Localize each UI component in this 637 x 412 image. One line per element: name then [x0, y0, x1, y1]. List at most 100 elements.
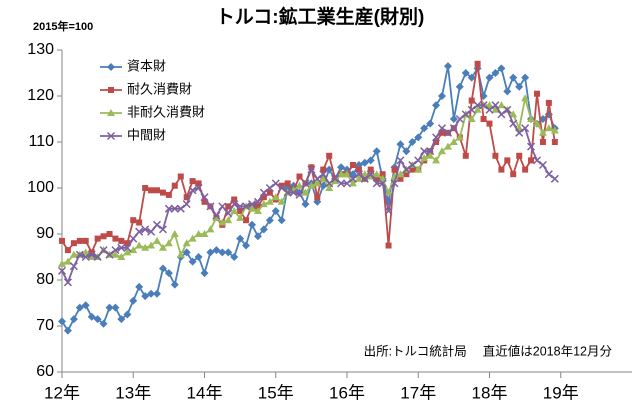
data-point: [301, 179, 310, 188]
data-point: [504, 157, 511, 164]
data-point: [533, 119, 542, 127]
data-point: [117, 243, 126, 252]
data-point: [230, 207, 239, 214]
data-point: [515, 128, 524, 137]
data-point: [75, 303, 84, 312]
data-point: [105, 250, 114, 259]
data-point: [325, 165, 334, 174]
y-tick-label: 110: [28, 133, 54, 150]
data-point: [177, 173, 184, 180]
data-point: [521, 73, 530, 82]
data-point: [200, 230, 209, 237]
data-point: [253, 232, 262, 241]
data-point: [230, 253, 239, 261]
data-point: [63, 278, 72, 287]
data-point: [348, 174, 357, 183]
data-point: [148, 187, 155, 194]
data-point: [544, 124, 553, 132]
data-point: [503, 105, 512, 114]
y-tick-label: 60: [36, 363, 54, 380]
data-point: [372, 179, 381, 188]
data-point: [242, 202, 251, 211]
data-point: [509, 119, 518, 128]
data-point: [449, 138, 458, 145]
data-point: [485, 101, 494, 109]
data-point: [99, 246, 108, 255]
legend-marker: [107, 63, 115, 71]
data-point: [64, 247, 71, 254]
data-point: [123, 248, 132, 256]
data-point: [58, 317, 66, 326]
data-point: [337, 170, 346, 178]
data-point: [319, 170, 328, 179]
data-point: [242, 241, 251, 250]
data-point: [170, 230, 179, 237]
data-point: [218, 202, 227, 211]
data-point: [69, 315, 78, 324]
data-point: [532, 156, 542, 165]
data-point: [527, 115, 536, 122]
data-point: [426, 151, 435, 159]
data-point: [522, 166, 529, 173]
data-point: [354, 170, 363, 179]
data-point: [247, 200, 257, 209]
data-point: [349, 162, 356, 168]
data-point: [248, 220, 257, 229]
x-tick-label: 19年: [543, 383, 579, 402]
data-point: [176, 250, 185, 258]
data-point: [271, 207, 280, 215]
x-tick-label: 15年: [258, 383, 294, 402]
data-point: [206, 248, 215, 257]
y-tick-label: 100: [27, 179, 54, 196]
data-point: [243, 217, 250, 224]
data-point: [136, 219, 143, 226]
data-point: [402, 147, 411, 156]
data-point: [171, 182, 178, 189]
data-point: [432, 156, 441, 164]
data-point: [408, 138, 417, 146]
data-point: [313, 179, 322, 187]
data-point: [414, 165, 423, 173]
data-point: [189, 178, 196, 185]
x-tick-label: 17年: [400, 383, 436, 402]
x-tick-label: 12年: [44, 383, 80, 402]
data-point: [498, 166, 505, 173]
data-point: [491, 105, 500, 113]
data-point: [420, 154, 429, 162]
data-point: [384, 206, 393, 216]
data-point: [379, 171, 386, 178]
data-point: [182, 239, 191, 247]
data-point: [153, 187, 160, 194]
data-point: [87, 250, 96, 259]
data-point: [277, 216, 286, 225]
data-point: [432, 133, 441, 142]
data-point: [289, 188, 298, 197]
data-point: [75, 250, 84, 259]
data-point: [224, 216, 233, 224]
data-point: [283, 188, 292, 197]
legend-marker: [108, 87, 114, 93]
data-point: [81, 301, 90, 310]
data-point: [236, 202, 245, 211]
data-point: [284, 180, 291, 187]
data-point: [176, 204, 185, 213]
data-point: [69, 250, 78, 258]
data-point: [461, 110, 470, 119]
data-point: [218, 218, 227, 226]
data-point: [497, 64, 506, 73]
legend-label: 耐久消費財: [127, 81, 192, 96]
data-point: [152, 289, 161, 298]
data-point: [81, 248, 90, 256]
data-point: [100, 233, 107, 240]
legend-label: 中間財: [127, 127, 166, 142]
data-point: [485, 73, 494, 82]
data-point: [516, 152, 523, 159]
annotation: 出所:トルコ統計局 直近値は2018年12月分: [364, 343, 612, 358]
data-point: [313, 174, 322, 183]
data-point: [438, 129, 445, 136]
data-point: [147, 241, 156, 249]
data-point: [360, 170, 369, 178]
data-point: [449, 124, 458, 133]
data-point: [295, 181, 304, 189]
